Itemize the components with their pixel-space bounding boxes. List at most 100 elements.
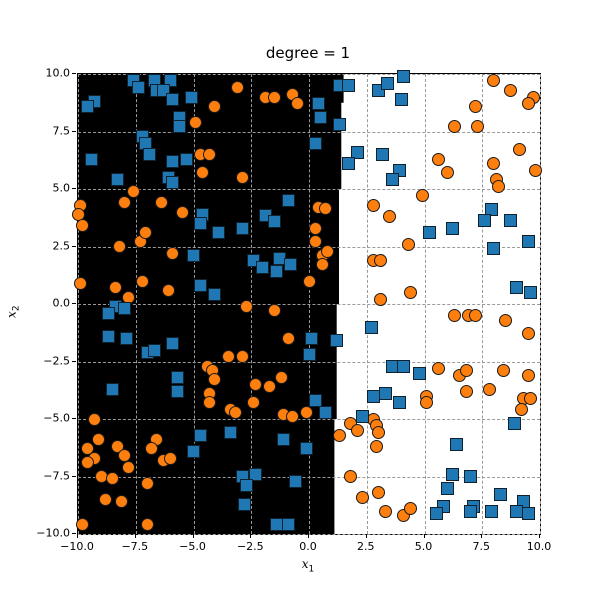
scatter-point-square: [212, 226, 226, 240]
scatter-point-square: [101, 306, 115, 320]
scatter-point-square: [284, 258, 297, 272]
scatter-point-circle: [230, 81, 244, 95]
scatter-point-square: [101, 329, 115, 343]
scatter-point-square: [378, 387, 392, 401]
scatter-point-circle: [286, 410, 300, 424]
scatter-point-circle: [374, 292, 388, 306]
y-tick-mark: [72, 303, 76, 304]
scatter-point-square: [106, 382, 120, 396]
scatter-point-circle: [404, 502, 418, 516]
scatter-point-circle: [247, 396, 261, 410]
scatter-point-square: [464, 470, 478, 483]
scatter-point-circle: [371, 486, 385, 500]
scatter-point-circle: [76, 219, 90, 233]
y-tick-mark: [72, 245, 76, 247]
y-tick-mark: [72, 475, 76, 477]
x-tick-mark: [77, 534, 78, 538]
scatter-point-circle: [487, 74, 501, 88]
scatter-point-square: [131, 81, 145, 95]
scatter-point-circle: [145, 442, 159, 456]
scatter-point-circle: [404, 286, 418, 299]
scatter-point-circle: [351, 424, 364, 437]
scatter-point-circle: [207, 373, 221, 387]
y-tick-label: 2.5: [52, 239, 71, 252]
scatter-point-square: [508, 417, 522, 431]
scatter-point-circle: [290, 97, 304, 111]
y-tick-mark: [72, 130, 76, 132]
scatter-point-square: [429, 506, 443, 520]
scatter-point-square: [397, 69, 411, 83]
y-tick-mark: [72, 360, 76, 362]
x-axis-label: x1: [77, 557, 539, 574]
x-tick-mark: [481, 534, 483, 538]
scatter-point-square: [445, 467, 459, 481]
scatter-point-square: [304, 332, 318, 345]
scatter-point-square: [510, 281, 524, 295]
scatter-point-circle: [140, 518, 154, 532]
scatter-point-square: [422, 226, 436, 240]
x-tick-label: 5.0: [414, 540, 433, 553]
scatter-point-square: [277, 433, 291, 447]
scatter-point-square: [341, 79, 355, 92]
y-tick-label: 0.0: [52, 296, 71, 310]
y-tick-label: −10.0: [36, 526, 70, 540]
scatter-point-circle: [378, 504, 392, 518]
scatter-point-circle: [374, 253, 388, 267]
gridline-vertical: [540, 74, 541, 534]
scatter-point-circle: [448, 120, 461, 134]
scatter-point-square: [521, 506, 535, 520]
scatter-point-square: [311, 97, 325, 111]
scatter-point-square: [351, 145, 364, 159]
scatter-point-circle: [371, 426, 385, 440]
scatter-point-square: [397, 359, 411, 373]
x-tick-mark: [250, 534, 252, 538]
x-axis-label-base: x: [301, 557, 309, 571]
scatter-point-square: [355, 410, 369, 424]
x-tick-mark: [308, 534, 309, 538]
scatter-point-circle: [235, 171, 249, 184]
scatter-point-circle: [401, 237, 415, 251]
scatter-point-square: [193, 428, 207, 442]
scatter-point-square: [173, 120, 187, 134]
scatter-point-circle: [524, 391, 538, 405]
scatter-point-circle: [203, 148, 217, 161]
scatter-point-square: [341, 157, 355, 171]
scatter-point-circle: [115, 495, 129, 509]
scatter-point-square: [464, 504, 478, 518]
scatter-point-circle: [528, 164, 542, 178]
scatter-point-circle: [189, 115, 203, 129]
x-tick-label: 2.5: [357, 540, 375, 553]
scatter-point-circle: [240, 299, 254, 313]
scatter-point-circle: [267, 304, 281, 318]
scatter-point-circle: [344, 470, 358, 483]
scatter-point-circle: [122, 460, 136, 474]
scatter-point-square: [394, 92, 408, 106]
scatter-point-circle: [281, 332, 295, 345]
scatter-point-square: [117, 302, 131, 316]
scatter-point-square: [240, 479, 254, 493]
scatter-point-square: [237, 497, 251, 511]
scatter-point-square: [503, 213, 517, 227]
scatter-point-square: [288, 474, 302, 488]
scatter-point-square: [441, 481, 455, 495]
scatter-point-circle: [512, 143, 526, 157]
scatter-point-circle: [126, 184, 140, 198]
scatter-point-square: [187, 249, 200, 263]
x-tick-label: 10.0: [526, 540, 552, 553]
scatter-point-square: [170, 384, 184, 398]
scatter-point-square: [166, 336, 180, 350]
x-tick-mark: [539, 534, 540, 538]
scatter-point-circle: [302, 274, 316, 288]
scatter-point-circle: [163, 451, 177, 465]
scatter-point-square: [110, 173, 124, 187]
scatter-point-circle: [274, 371, 288, 385]
scatter-point-square: [235, 221, 249, 235]
scatter-point-square: [450, 437, 464, 451]
scatter-point-circle: [482, 382, 496, 396]
scatter-point-square: [309, 136, 323, 150]
scatter-point-square: [309, 394, 323, 408]
x-tick-label: −7.5: [121, 540, 149, 553]
scatter-point-circle: [441, 166, 455, 180]
scatter-point-square: [314, 111, 328, 125]
